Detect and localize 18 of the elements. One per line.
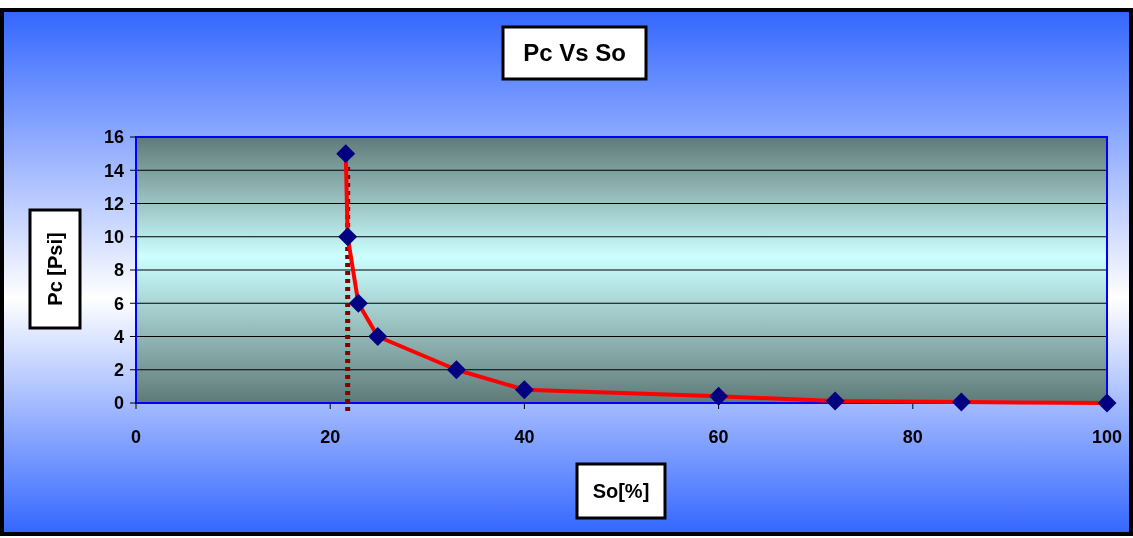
x-tick-label: 60 [708, 427, 729, 447]
y-tick-label: 12 [103, 193, 124, 214]
y-tick-label: 6 [113, 293, 124, 314]
y-axis-title: Pc [Psi] [44, 232, 66, 306]
chart-title: Pc Vs So [523, 39, 626, 67]
x-tick-label: 40 [514, 427, 535, 447]
x-axis-title: So[%] [592, 480, 650, 502]
y-tick-label: 0 [113, 393, 124, 414]
y-tick-label: 8 [113, 260, 124, 281]
y-tick-label: 2 [113, 360, 124, 381]
x-tick-label: 100 [1091, 427, 1123, 447]
y-tick-label: 16 [103, 127, 124, 148]
y-tick-label: 10 [103, 227, 124, 248]
x-tick-label: 0 [130, 427, 142, 447]
x-tick-label: 80 [902, 427, 923, 447]
x-tick-label: 20 [320, 427, 341, 447]
y-tick-label: 14 [103, 160, 124, 181]
y-tick-label: 4 [113, 326, 124, 347]
